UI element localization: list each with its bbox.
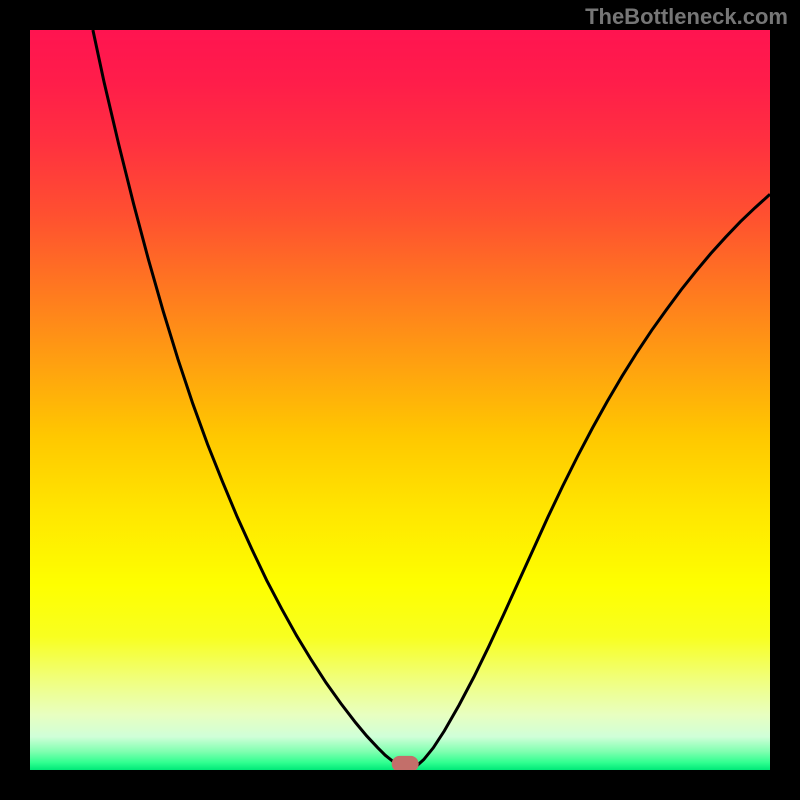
optimum-marker: [392, 756, 419, 770]
bottleneck-chart: [30, 30, 770, 770]
chart-background-gradient: [30, 30, 770, 770]
watermark-label: TheBottleneck.com: [585, 4, 788, 30]
